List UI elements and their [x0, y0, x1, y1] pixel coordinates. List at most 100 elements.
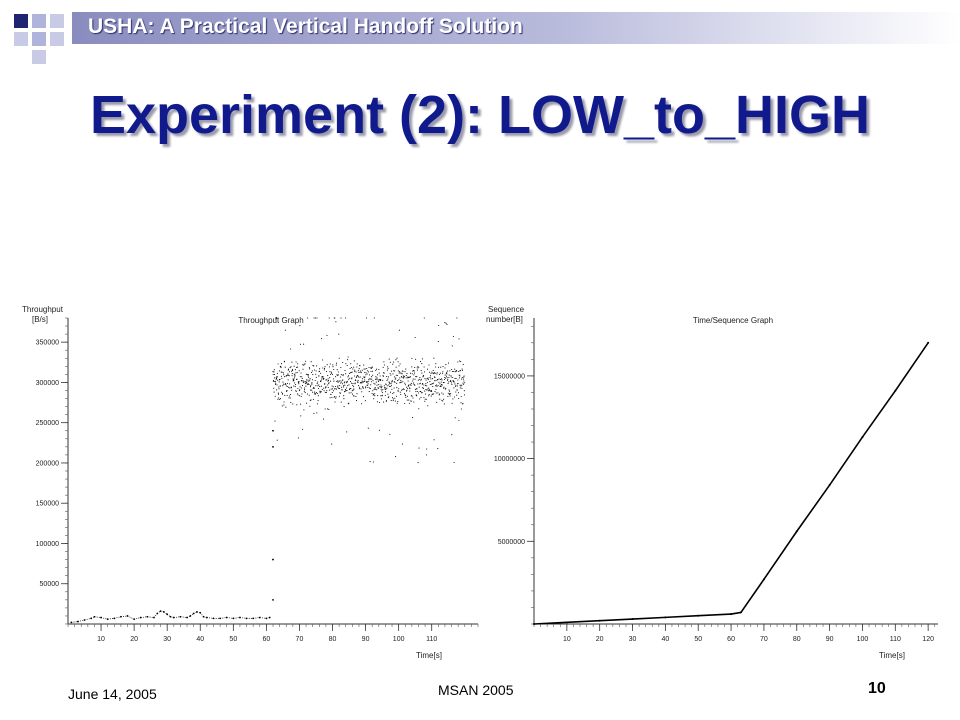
data-point [424, 390, 426, 392]
data-point [297, 387, 299, 390]
data-point [355, 371, 357, 373]
data-point [327, 378, 329, 380]
data-point [357, 385, 360, 387]
data-point [433, 372, 435, 374]
data-point [364, 379, 366, 381]
data-point [416, 395, 418, 397]
data-point [303, 390, 305, 392]
data-point [448, 381, 450, 383]
data-point [297, 437, 300, 439]
data-point [286, 382, 289, 384]
data-point [336, 380, 338, 382]
data-point [337, 385, 339, 387]
data-point [421, 372, 423, 374]
data-point [367, 371, 370, 373]
data-point [299, 386, 301, 388]
data-point [338, 387, 340, 389]
x-tick-label: 20 [130, 636, 138, 643]
data-point [301, 387, 303, 389]
x-tick-label: 110 [890, 636, 901, 643]
data-point [342, 361, 344, 364]
data-point [426, 448, 428, 450]
data-point [354, 382, 356, 384]
data-point [449, 390, 451, 392]
data-point [287, 368, 290, 370]
data-point [795, 530, 798, 533]
data-point [334, 388, 336, 390]
data-point [311, 389, 313, 391]
data-point [304, 363, 306, 365]
data-point [381, 394, 383, 396]
data-point [378, 372, 380, 374]
data-point [276, 384, 278, 386]
data-point [337, 380, 339, 382]
data-point [317, 381, 319, 383]
data-point [425, 385, 427, 387]
data-point [317, 395, 319, 397]
data-point [378, 368, 380, 371]
data-point [443, 382, 445, 384]
data-point [309, 378, 311, 380]
data-point [429, 383, 431, 385]
throughput-chart: Throughput [B/s] Throughput Graph Time[s… [22, 305, 479, 660]
data-point [450, 382, 452, 384]
data-point [418, 408, 420, 410]
data-point [454, 377, 456, 379]
data-point [281, 391, 283, 393]
data-point [390, 384, 392, 386]
data-point [368, 380, 370, 382]
data-point [368, 378, 370, 380]
data-point [331, 443, 333, 445]
data-point [458, 338, 460, 340]
data-point [406, 386, 408, 388]
data-point [315, 373, 317, 375]
data-point [460, 361, 462, 363]
data-point [319, 392, 321, 394]
data-point [454, 383, 456, 385]
data-point [372, 380, 374, 382]
data-point [421, 363, 423, 365]
data-point [349, 367, 351, 370]
data-point [371, 378, 373, 380]
data-point [430, 390, 432, 392]
data-point [333, 368, 335, 371]
data-point [369, 378, 372, 380]
data-point [323, 369, 325, 371]
data-point [382, 389, 384, 391]
data-point [631, 618, 634, 621]
data-point [414, 378, 416, 380]
data-point [323, 387, 325, 389]
data-point [313, 387, 315, 389]
data-segment [163, 611, 168, 615]
data-point [400, 375, 402, 378]
data-point [455, 377, 457, 379]
data-point [455, 385, 457, 387]
data-point [425, 398, 427, 400]
data-point [326, 364, 328, 366]
data-point [324, 366, 326, 368]
data-point [456, 389, 458, 391]
data-point [363, 377, 365, 379]
data-point [364, 400, 366, 402]
data-point [353, 366, 355, 368]
data-point [335, 321, 337, 323]
data-point [287, 385, 289, 388]
data-point [326, 334, 328, 336]
data-point [349, 372, 351, 374]
x-tick-label: 40 [196, 636, 204, 643]
data-point [420, 379, 422, 381]
x-tick-label: 70 [760, 636, 768, 643]
data-point [376, 384, 378, 386]
data-point [316, 412, 318, 414]
data-point [362, 386, 364, 388]
data-point [598, 619, 601, 622]
data-point [396, 382, 398, 384]
data-point [431, 371, 433, 373]
data-point [306, 381, 308, 383]
data-point [272, 373, 274, 376]
y-tick-label: 250000 [36, 420, 59, 427]
data-point [340, 366, 342, 369]
data-point [409, 372, 412, 374]
data-point [697, 614, 700, 617]
data-point [308, 367, 310, 369]
